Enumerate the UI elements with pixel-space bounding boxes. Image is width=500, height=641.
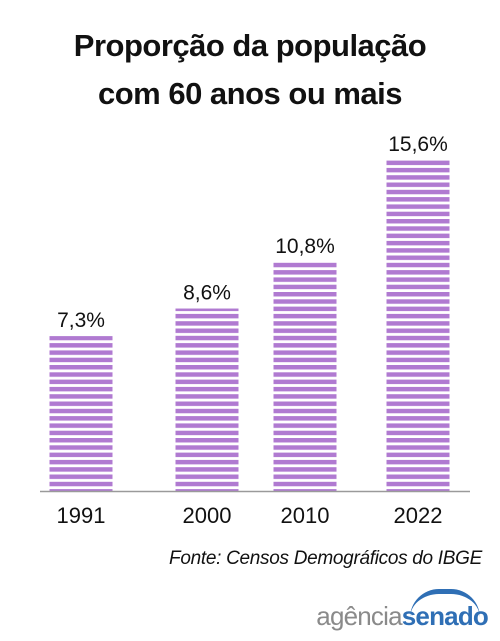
x-tick-label-2010: 2010 [281, 503, 330, 528]
bars-group [49, 160, 450, 491]
value-labels-group: 7,3% 8,6% 10,8% 15,6% [57, 133, 448, 332]
x-tick-label-1991: 1991 [57, 503, 106, 528]
x-tick-label-2022: 2022 [394, 503, 443, 528]
bar-2022 [386, 160, 450, 491]
logo-text-agencia: agência [316, 601, 402, 631]
bar-2010 [273, 261, 337, 491]
value-label-1991: 7,3% [57, 309, 105, 332]
source-note: Fonte: Censos Demográficos do IBGE [169, 548, 482, 569]
chart-title-line-2: com 60 anos ou mais [97, 76, 403, 111]
bar-2000 [175, 308, 239, 491]
logo-arc-icon [409, 589, 480, 618]
value-label-2010: 10,8% [275, 235, 335, 258]
agencia-senado-logo: agência senado [316, 589, 489, 632]
x-tick-labels-group: 1991 2000 2010 2022 [57, 503, 443, 528]
bar-1991 [49, 336, 113, 491]
logo-text-senado: senado [402, 589, 489, 632]
x-tick-label-2000: 2000 [183, 503, 232, 528]
value-label-2022: 15,6% [388, 133, 448, 156]
value-label-2000: 8,6% [183, 282, 231, 305]
chart-title: Proporção da população com 60 anos ou ma… [0, 22, 500, 118]
chart-title-line-1: Proporção da população [73, 28, 427, 63]
